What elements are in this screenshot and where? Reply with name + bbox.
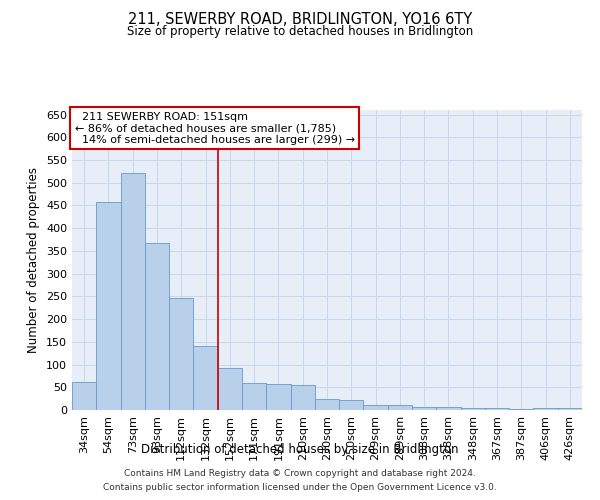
Bar xyxy=(290,385,315,410)
Text: Contains public sector information licensed under the Open Government Licence v3: Contains public sector information licen… xyxy=(103,484,497,492)
Bar xyxy=(533,408,558,410)
Bar xyxy=(145,242,169,410)
Bar xyxy=(266,384,290,410)
Bar xyxy=(388,405,412,410)
Bar xyxy=(485,408,509,410)
Bar xyxy=(169,298,193,410)
Bar xyxy=(339,400,364,410)
Text: Contains HM Land Registry data © Crown copyright and database right 2024.: Contains HM Land Registry data © Crown c… xyxy=(124,468,476,477)
Bar xyxy=(509,408,533,410)
Bar xyxy=(412,407,436,410)
Bar xyxy=(72,382,96,410)
Bar xyxy=(436,407,461,410)
Bar xyxy=(121,172,145,410)
Bar xyxy=(96,202,121,410)
Bar xyxy=(364,406,388,410)
Bar xyxy=(193,346,218,410)
Text: 211 SEWERBY ROAD: 151sqm
← 86% of detached houses are smaller (1,785)
  14% of s: 211 SEWERBY ROAD: 151sqm ← 86% of detach… xyxy=(74,112,355,144)
Text: Distribution of detached houses by size in Bridlington: Distribution of detached houses by size … xyxy=(141,442,459,456)
Y-axis label: Number of detached properties: Number of detached properties xyxy=(28,167,40,353)
Bar xyxy=(315,398,339,410)
Bar xyxy=(242,382,266,410)
Bar xyxy=(461,408,485,410)
Bar xyxy=(218,368,242,410)
Text: Size of property relative to detached houses in Bridlington: Size of property relative to detached ho… xyxy=(127,25,473,38)
Bar xyxy=(558,408,582,410)
Text: 211, SEWERBY ROAD, BRIDLINGTON, YO16 6TY: 211, SEWERBY ROAD, BRIDLINGTON, YO16 6TY xyxy=(128,12,472,28)
